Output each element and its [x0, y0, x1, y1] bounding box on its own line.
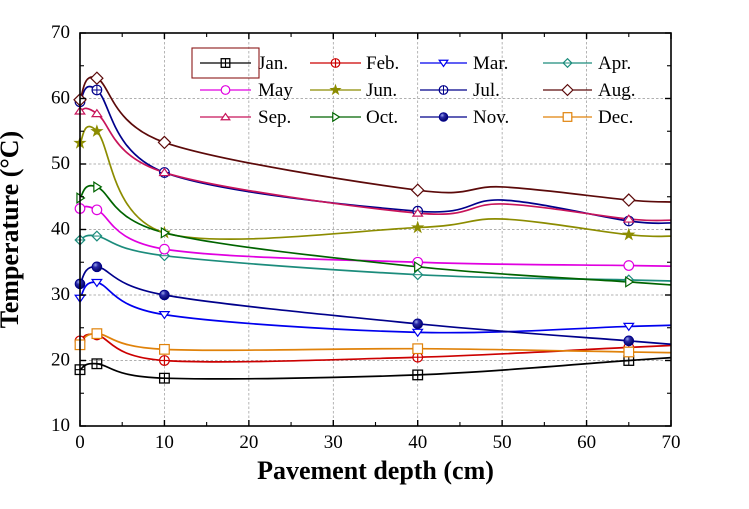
- svg-text:20: 20: [51, 350, 70, 371]
- svg-text:50: 50: [493, 432, 512, 453]
- svg-text:May: May: [258, 80, 293, 101]
- svg-text:Sep.: Sep.: [258, 107, 291, 128]
- svg-text:70: 70: [51, 22, 70, 43]
- svg-text:30: 30: [324, 432, 343, 453]
- svg-text:Oct.: Oct.: [366, 107, 398, 128]
- svg-text:60: 60: [51, 88, 70, 109]
- svg-text:Feb.: Feb.: [366, 53, 399, 74]
- svg-text:50: 50: [51, 153, 70, 174]
- svg-text:60: 60: [577, 432, 596, 453]
- svg-text:Temperature (°C): Temperature (°C): [0, 131, 24, 328]
- svg-text:Dec.: Dec.: [598, 107, 633, 128]
- svg-text:20: 20: [239, 432, 258, 453]
- svg-text:70: 70: [662, 432, 681, 453]
- svg-text:Nov.: Nov.: [473, 107, 509, 128]
- svg-text:10: 10: [51, 415, 70, 436]
- svg-text:Pavement depth (cm): Pavement depth (cm): [257, 456, 494, 485]
- svg-text:Mar.: Mar.: [473, 53, 508, 74]
- svg-text:0: 0: [75, 432, 85, 453]
- svg-text:Jan.: Jan.: [258, 53, 288, 74]
- svg-text:Aug.: Aug.: [598, 80, 635, 101]
- svg-text:Apr.: Apr.: [598, 53, 631, 74]
- svg-text:10: 10: [155, 432, 174, 453]
- svg-text:40: 40: [51, 219, 70, 240]
- svg-text:40: 40: [408, 432, 427, 453]
- svg-text:Jul.: Jul.: [473, 80, 500, 101]
- svg-text:30: 30: [51, 284, 70, 305]
- svg-text:Jun.: Jun.: [366, 80, 397, 101]
